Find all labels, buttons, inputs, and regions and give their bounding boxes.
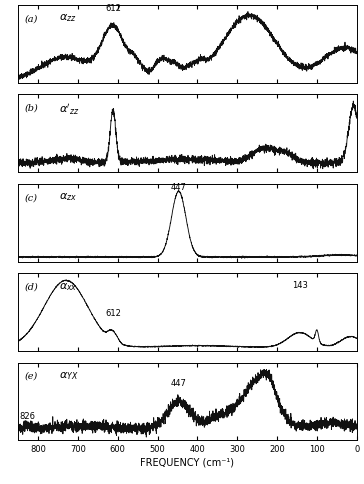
Text: (d): (d) <box>25 283 39 291</box>
Text: (a): (a) <box>25 14 38 23</box>
Text: 143: 143 <box>292 281 308 290</box>
Text: $\alpha_{zx}$: $\alpha_{zx}$ <box>59 192 77 203</box>
Text: $\alpha_{xx}$: $\alpha_{xx}$ <box>59 281 78 293</box>
X-axis label: FREQUENCY (cm⁻¹): FREQUENCY (cm⁻¹) <box>141 457 234 467</box>
Text: 826: 826 <box>20 412 36 421</box>
Text: 447: 447 <box>171 378 187 388</box>
Text: 447: 447 <box>171 182 187 192</box>
Text: $\alpha'_{zz}$: $\alpha'_{zz}$ <box>59 102 79 117</box>
Text: $\alpha_{zz}$: $\alpha_{zz}$ <box>59 13 76 24</box>
Text: (e): (e) <box>25 372 38 381</box>
Text: 612: 612 <box>105 3 121 13</box>
Text: 612: 612 <box>105 309 121 318</box>
Text: (c): (c) <box>25 193 38 202</box>
Text: (b): (b) <box>25 104 39 113</box>
Text: $\alpha_{YX}$: $\alpha_{YX}$ <box>59 370 78 382</box>
